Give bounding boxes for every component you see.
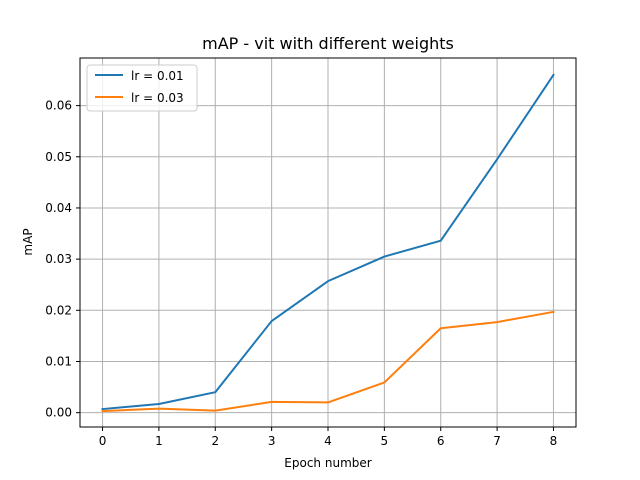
x-tick-label: 5 xyxy=(381,434,389,448)
legend-box xyxy=(86,64,198,112)
x-tick-label: 6 xyxy=(437,434,445,448)
y-tick-label: 0.00 xyxy=(45,406,72,420)
x-tick-label: 3 xyxy=(268,434,276,448)
legend: lr = 0.01 lr = 0.03 xyxy=(86,64,198,112)
x-tick-label: 0 xyxy=(99,434,107,448)
y-tick-label: 0.03 xyxy=(45,252,72,266)
y-axis-label: mAP xyxy=(21,228,35,255)
x-tick-label: 2 xyxy=(211,434,219,448)
y-tick-label: 0.02 xyxy=(45,303,72,317)
y-axis-ticks: 0.00 0.01 0.02 0.03 0.04 0.05 0.06 xyxy=(45,99,80,420)
chart-title: mAP - vit with different weights xyxy=(202,34,454,53)
series-lines xyxy=(101,73,555,413)
series-line-1 xyxy=(101,310,555,413)
series-line-0 xyxy=(101,73,555,411)
x-tick-label: 1 xyxy=(155,434,163,448)
x-axis-ticks: 0 1 2 3 4 5 6 7 8 xyxy=(99,427,558,448)
y-tick-label: 0.04 xyxy=(45,201,72,215)
y-tick-label: 0.01 xyxy=(45,354,72,368)
y-tick-label: 0.05 xyxy=(45,150,72,164)
legend-label-lr-0-03: lr = 0.03 xyxy=(131,91,184,105)
grid-lines xyxy=(80,58,576,427)
x-axis-label: Epoch number xyxy=(284,456,371,470)
legend-label-lr-0-01: lr = 0.01 xyxy=(131,69,184,83)
x-tick-label: 4 xyxy=(324,434,332,448)
y-tick-label: 0.06 xyxy=(45,99,72,113)
x-tick-label: 8 xyxy=(550,434,558,448)
x-tick-label: 7 xyxy=(493,434,501,448)
